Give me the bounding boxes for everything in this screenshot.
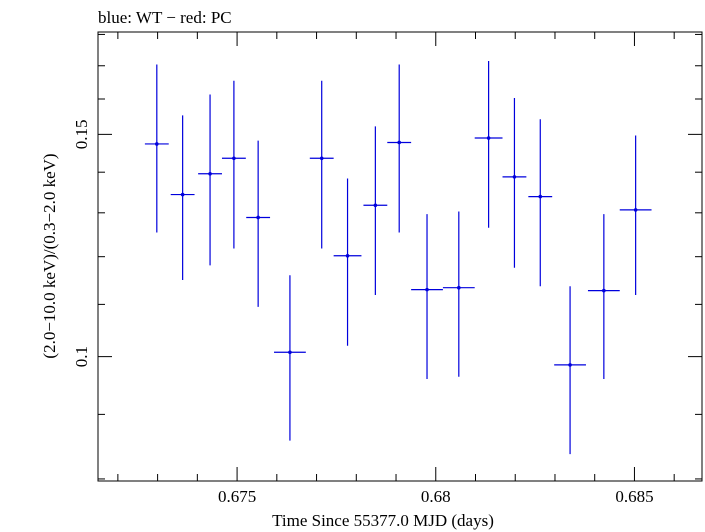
point-marker [457, 285, 461, 290]
point-marker [425, 287, 429, 292]
x-axis-label: Time Since 55377.0 MJD (days) [272, 511, 494, 530]
point-marker [232, 156, 236, 161]
point-marker [288, 350, 292, 355]
data-point [274, 275, 306, 441]
data-point [144, 64, 169, 233]
x-tick-label: 0.675 [218, 487, 256, 506]
y-tick-label: 0.15 [72, 119, 91, 149]
x-tick-label: 0.68 [421, 487, 451, 506]
data-point [587, 214, 620, 380]
data-point [363, 126, 388, 295]
point-marker [397, 140, 402, 145]
point-marker [633, 208, 638, 212]
data-point [387, 64, 412, 233]
data-point [246, 140, 271, 307]
data-point [528, 119, 553, 287]
point-marker [373, 203, 378, 208]
chart-title: blue: WT − red: PC [98, 8, 232, 27]
data-point [554, 286, 586, 455]
data-point [619, 135, 652, 295]
data-point [333, 178, 362, 346]
point-marker [155, 142, 159, 146]
point-marker [538, 194, 543, 199]
data-point [442, 211, 475, 377]
data-point [411, 214, 443, 380]
y-axis-label: (2.0−10.0 keV)/(0.3−2.0 keV) [40, 153, 59, 358]
axis-ticks: 0.675 0.68 0.685 0.1 0.15 [72, 32, 702, 506]
data-point [309, 80, 334, 249]
x-tick-label: 0.685 [615, 487, 653, 506]
y-tick-label: 0.1 [72, 346, 91, 367]
data-point [198, 94, 222, 266]
point-marker [486, 136, 491, 140]
point-marker [512, 175, 517, 179]
point-marker [256, 215, 260, 220]
data-point [474, 60, 503, 228]
point-marker [602, 288, 606, 293]
data-point [502, 97, 527, 268]
point-marker [345, 253, 350, 258]
point-marker [568, 363, 572, 367]
data-point [221, 80, 246, 249]
data-point [170, 115, 195, 281]
plot-frame [97, 31, 703, 482]
point-marker [208, 171, 212, 176]
point-marker [180, 192, 185, 197]
data-points [144, 60, 652, 455]
point-marker [319, 156, 324, 161]
